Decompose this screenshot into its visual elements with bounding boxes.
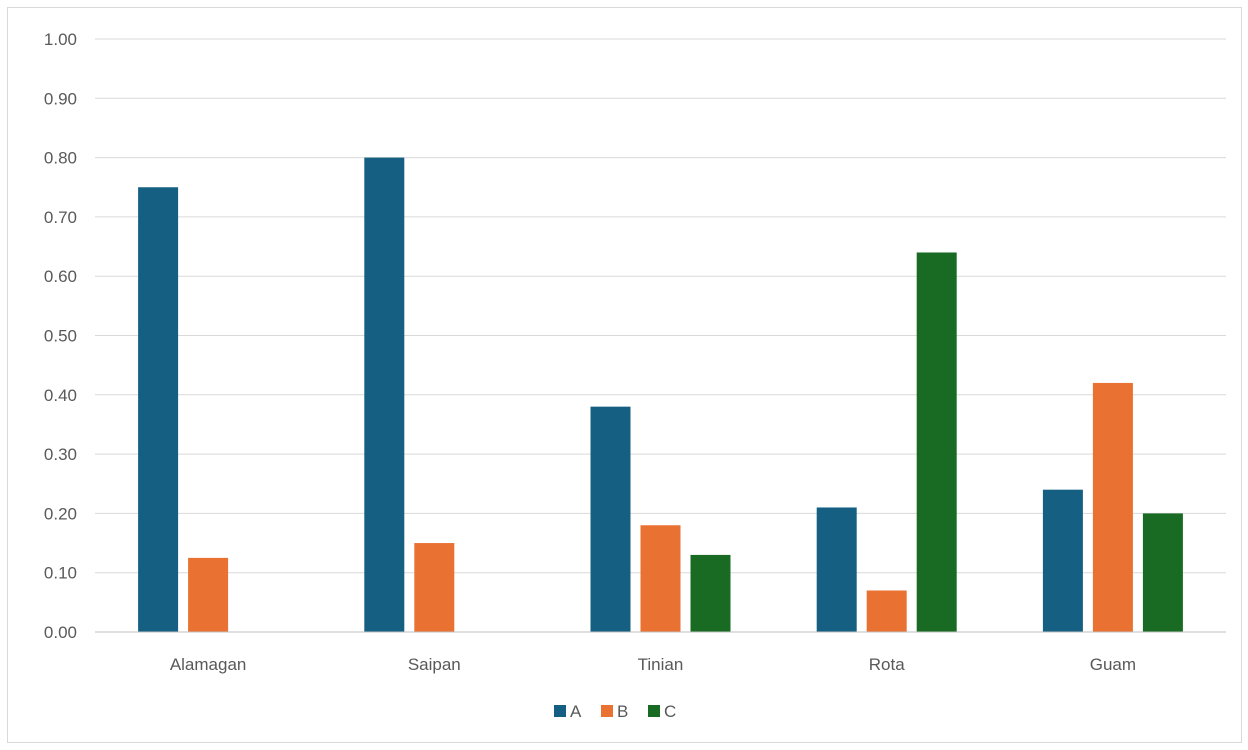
- y-tick-label: 0.10: [44, 564, 77, 583]
- legend: A B C: [554, 702, 676, 721]
- legend-swatch-b: [601, 705, 613, 717]
- x-category-label: Saipan: [408, 655, 461, 674]
- bar-b-alamagan: [188, 557, 229, 632]
- x-category-label: Tinian: [638, 655, 684, 674]
- y-axis-tick-labels: 0.00 0.10 0.20 0.30 0.40 0.50 0.60 0.70 0.80 0.90…: [44, 30, 77, 642]
- y-tick-label: 0.30: [44, 445, 77, 464]
- y-tick-label: 0.60: [44, 267, 77, 286]
- y-tick-label: 0.70: [44, 208, 77, 227]
- gridlines: [95, 38, 1226, 574]
- y-tick-label: 0.40: [44, 386, 77, 405]
- bar-b-tinian: [640, 525, 681, 632]
- bar-a-rota: [816, 507, 857, 632]
- y-tick-label: 0.90: [44, 89, 77, 108]
- bar-c-tinian: [690, 554, 731, 632]
- x-axis-category-labels: Alamagan Saipan Tinian Rota Guam: [170, 655, 1136, 674]
- y-tick-label: 0.20: [44, 504, 77, 523]
- bar-b-saipan: [414, 543, 455, 632]
- bars: [138, 157, 1183, 633]
- x-category-label: Alamagan: [170, 655, 247, 674]
- bar-a-saipan: [364, 157, 405, 632]
- y-tick-label: 0.00: [44, 623, 77, 642]
- bar-b-rota: [866, 590, 907, 632]
- bar-c-guam: [1142, 513, 1183, 632]
- bar-a-tinian: [590, 406, 631, 632]
- legend-label-c: C: [664, 702, 676, 721]
- bar-chart: 0.00 0.10 0.20 0.30 0.40 0.50 0.60 0.70 0.80 0.90…: [44, 30, 1226, 721]
- x-category-label: Guam: [1090, 655, 1136, 674]
- x-category-label: Rota: [869, 655, 905, 674]
- bar-b-guam: [1092, 382, 1133, 632]
- bar-a-guam: [1042, 489, 1083, 632]
- y-tick-label: 1.00: [44, 30, 77, 49]
- legend-swatch-a: [554, 705, 566, 717]
- legend-label-b: B: [617, 702, 628, 721]
- legend-label-a: A: [570, 702, 582, 721]
- y-tick-label: 0.80: [44, 149, 77, 168]
- bar-c-rota: [916, 252, 957, 633]
- bar-a-alamagan: [138, 187, 179, 632]
- chart-area: 0.00 0.10 0.20 0.30 0.40 0.50 0.60 0.70 0.80 0.90…: [7, 7, 1242, 743]
- legend-swatch-c: [648, 705, 660, 717]
- y-tick-label: 0.50: [44, 327, 77, 346]
